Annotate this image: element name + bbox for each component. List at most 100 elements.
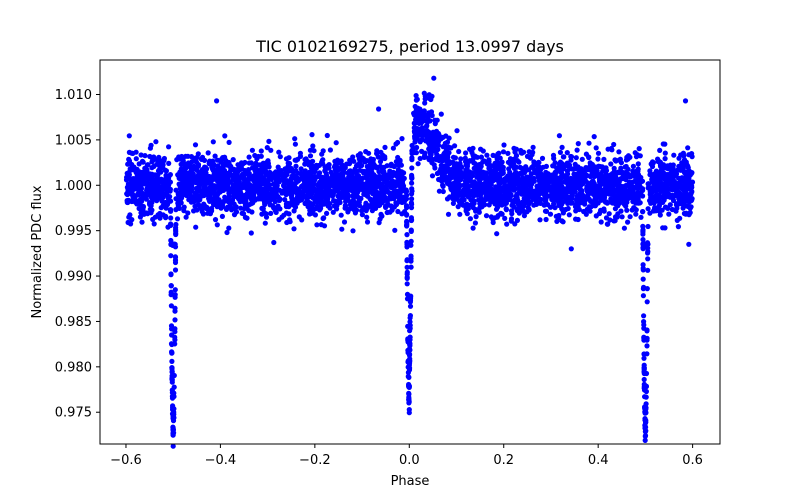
data-point: [579, 156, 585, 162]
data-point: [188, 184, 194, 190]
data-point: [490, 193, 496, 199]
data-point: [513, 146, 520, 152]
data-point: [191, 198, 197, 205]
data-point: [514, 217, 521, 223]
data-point: [321, 201, 327, 207]
data-point: [382, 155, 388, 162]
data-point: [285, 166, 291, 172]
data-point: [299, 217, 305, 223]
data-point: [185, 153, 191, 159]
data-point: [444, 147, 450, 153]
data-point: [127, 176, 133, 182]
data-point: [302, 188, 308, 194]
y-tick-label: 0.975: [55, 406, 92, 421]
data-point: [601, 208, 607, 214]
data-point: [202, 184, 208, 190]
data-point: [675, 224, 682, 230]
data-point: [283, 156, 290, 162]
data-point: [497, 185, 503, 191]
data-point: [630, 184, 636, 190]
data-point: [458, 156, 464, 162]
data-point: [615, 193, 621, 199]
data-point: [640, 209, 646, 215]
data-point: [396, 170, 402, 176]
data-point: [563, 173, 569, 179]
data-point: [204, 204, 210, 210]
data-point: [685, 145, 691, 151]
data-point: [411, 128, 417, 134]
data-point: [392, 227, 398, 233]
x-tick-label: 0.6: [682, 453, 703, 468]
data-point: [195, 162, 202, 168]
data-point: [378, 149, 384, 155]
data-point: [451, 163, 457, 169]
data-point: [190, 175, 196, 181]
data-point: [409, 142, 415, 149]
data-point: [404, 264, 410, 270]
data-point: [536, 160, 542, 166]
data-point: [246, 154, 252, 160]
data-point: [223, 157, 229, 164]
data-point: [351, 158, 357, 164]
data-point: [150, 216, 156, 222]
data-point: [380, 198, 387, 204]
data-point: [364, 214, 370, 220]
data-point: [479, 204, 485, 210]
data-point: [244, 215, 250, 221]
data-point: [167, 172, 173, 178]
data-point: [422, 96, 428, 102]
data-point: [664, 180, 670, 186]
data-point: [294, 200, 300, 206]
data-point: [626, 179, 633, 185]
data-point: [643, 424, 649, 430]
data-point: [527, 155, 534, 161]
data-point: [140, 203, 146, 210]
data-point: [611, 187, 617, 193]
data-point: [612, 214, 619, 220]
data-point: [640, 286, 647, 292]
data-point: [210, 158, 216, 164]
data-point: [352, 207, 358, 213]
data-point: [441, 151, 447, 158]
y-tick-label: 1.000: [55, 179, 92, 194]
data-point: [474, 154, 480, 160]
data-point: [558, 174, 564, 180]
data-point: [173, 207, 179, 213]
data-point: [332, 172, 338, 178]
data-point: [438, 111, 444, 117]
data-point: [224, 180, 230, 186]
data-point: [312, 169, 318, 175]
data-point: [569, 200, 575, 206]
data-point: [641, 355, 647, 361]
data-point: [172, 294, 178, 300]
data-point: [257, 193, 263, 199]
data-point: [197, 177, 203, 183]
data-point: [375, 191, 381, 197]
data-point: [367, 163, 373, 169]
data-point: [159, 188, 165, 194]
data-point: [390, 194, 396, 200]
data-point: [406, 374, 412, 380]
data-point: [201, 201, 207, 207]
data-point: [686, 152, 692, 158]
data-point: [396, 179, 402, 185]
data-point: [298, 166, 304, 172]
data-point: [203, 170, 209, 176]
data-point: [139, 219, 145, 225]
data-point: [194, 154, 200, 160]
data-point: [390, 145, 396, 151]
data-point: [158, 165, 164, 171]
data-point: [213, 167, 219, 174]
data-point: [273, 185, 279, 191]
data-point: [343, 177, 349, 183]
data-point: [133, 170, 139, 176]
data-point: [336, 181, 342, 187]
data-point: [148, 142, 154, 148]
data-point: [435, 140, 441, 146]
data-point: [603, 173, 609, 180]
data-point: [446, 179, 452, 185]
data-point: [327, 205, 333, 211]
data-point: [596, 192, 602, 198]
data-point: [163, 215, 169, 221]
data-point: [408, 238, 414, 244]
